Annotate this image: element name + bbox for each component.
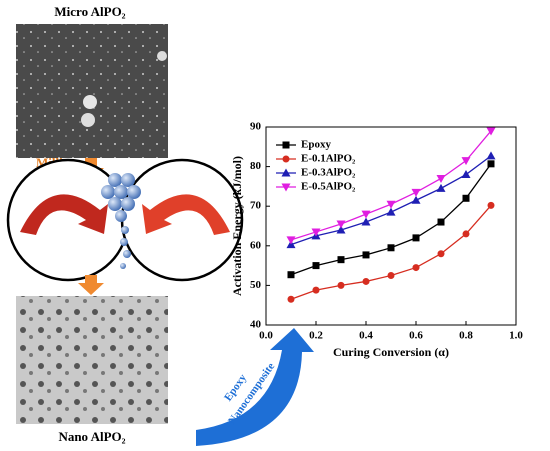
rotation-arrow	[142, 194, 230, 235]
roller	[120, 158, 244, 282]
marker	[282, 141, 290, 149]
bottom-label: Nano AlPO₂	[58, 429, 125, 444]
y-tick-label: 70	[250, 200, 262, 212]
marker	[337, 256, 345, 264]
y-tick-label: 80	[250, 160, 262, 172]
marker	[436, 174, 446, 183]
x-axis-label: Curing Conversion (α)	[333, 345, 449, 359]
y-tick-label: 40	[250, 319, 262, 331]
particle	[83, 95, 97, 109]
marker	[281, 183, 291, 192]
marker	[411, 188, 421, 197]
marker	[362, 277, 370, 285]
x-tick-label: 0.8	[459, 330, 473, 342]
marker	[312, 262, 320, 270]
marker	[486, 151, 496, 160]
marker	[286, 236, 296, 245]
x-tick-label: 0.6	[409, 330, 423, 342]
marker	[361, 210, 371, 219]
marker	[336, 225, 346, 234]
y-tick-label: 50	[250, 279, 262, 291]
x-tick-label: 0.2	[309, 330, 323, 342]
legend-label: E-0.3AlPO₂	[301, 167, 356, 179]
y-axis-label: Activation Energy (kJ/mol)	[230, 156, 244, 296]
marker	[386, 207, 396, 216]
sem-image	[16, 24, 168, 158]
series-line	[290, 204, 492, 300]
x-tick-label: 1.0	[509, 330, 523, 342]
marker	[461, 157, 471, 166]
marker	[311, 228, 321, 237]
rotation-arrow	[20, 194, 108, 235]
marker	[287, 271, 295, 279]
marker	[281, 168, 291, 177]
marker	[411, 195, 421, 204]
top-label: Micro AlPO₂	[54, 4, 125, 19]
marker	[337, 281, 345, 289]
chart: 0.0 0.2 0.4 0.6 0.8 1.0 40 50 60 70 80 90 Curing Con…	[230, 121, 524, 359]
x-tick-label: 0.4	[359, 330, 373, 342]
marker	[462, 194, 470, 202]
particle	[157, 51, 167, 61]
marker	[437, 250, 445, 258]
marker	[361, 217, 371, 226]
legend-label: E-0.5AlPO₂	[301, 181, 356, 193]
marker	[387, 272, 395, 279]
marker	[387, 244, 395, 252]
marker	[386, 200, 396, 209]
marker	[362, 251, 370, 259]
legend-label: E-0.1AlPO₂	[301, 153, 356, 165]
tem-image	[16, 296, 168, 424]
balls	[101, 173, 141, 269]
marker	[412, 234, 420, 242]
marker	[487, 160, 495, 168]
marker	[486, 127, 496, 136]
marker	[461, 170, 471, 179]
marker	[412, 264, 420, 272]
marker	[336, 220, 346, 229]
marker	[312, 286, 320, 294]
marker	[437, 218, 445, 226]
arrow	[78, 275, 104, 295]
legend-label: Epoxy	[301, 139, 331, 151]
curved-arrow	[196, 328, 314, 446]
x-tick-label: 0.0	[259, 330, 273, 342]
marker	[436, 183, 446, 192]
marker	[287, 295, 295, 303]
marker	[487, 201, 495, 209]
plot-frame	[265, 126, 517, 326]
y-tick-label: 60	[250, 239, 262, 251]
particle	[81, 113, 95, 127]
y-tick-label: 90	[250, 121, 262, 133]
marker	[462, 230, 470, 238]
marker	[282, 155, 290, 163]
